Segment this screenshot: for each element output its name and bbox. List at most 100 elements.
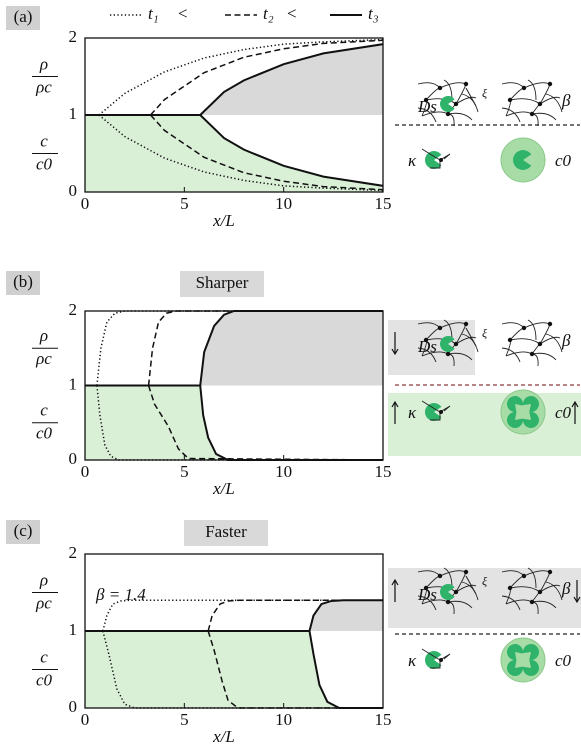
label-beta: β <box>561 579 571 598</box>
label-kappa: κ <box>408 651 417 670</box>
y-tick-label: 0 <box>69 697 78 716</box>
upper-area <box>200 44 383 115</box>
label-c0: c0 <box>555 651 572 670</box>
label-ds: Ds <box>417 337 437 356</box>
x-tick-label: 10 <box>275 194 292 213</box>
lower-area <box>85 631 383 708</box>
y-tick-label: 2 <box>69 300 78 319</box>
x-tick-label: 15 <box>375 462 392 481</box>
crosslink <box>508 586 512 590</box>
y-label-num: ρ <box>39 570 48 589</box>
crowder <box>425 651 441 669</box>
panel-label: (b) <box>13 272 33 291</box>
crosslink <box>438 326 442 330</box>
crosslink <box>530 600 534 604</box>
label-kappa: κ <box>408 403 417 422</box>
legend-label: t₂ <box>263 4 274 23</box>
crosslink <box>538 102 542 106</box>
crosslink <box>454 342 458 346</box>
label-c0: c0 <box>555 403 572 422</box>
crosslink <box>538 342 542 346</box>
legend-label: t₁ <box>148 4 159 23</box>
polymer-strand <box>506 112 532 116</box>
label-c0: c0 <box>555 151 572 170</box>
legend-separator: < <box>287 4 297 23</box>
x-tick-label: 5 <box>180 710 189 729</box>
crosslink <box>446 352 450 356</box>
y-tick-label: 2 <box>69 543 78 562</box>
polymer-strand <box>502 348 520 362</box>
y-tick-label: 2 <box>69 27 78 46</box>
polymer-strand <box>502 108 520 122</box>
crosslink <box>508 98 512 102</box>
label-beta: β <box>561 331 571 350</box>
panel-title: Sharper <box>196 273 249 292</box>
crosslink <box>464 82 468 86</box>
x-tick-label: 5 <box>180 462 189 481</box>
crosslink <box>464 570 468 574</box>
polymer-strand <box>524 83 550 88</box>
figure: 051015012x/Lρρccc0(a)t₁t₂t₃<<Dsξβκc00510… <box>0 0 581 755</box>
crosslink <box>454 102 458 106</box>
crosslink <box>454 590 458 594</box>
panel-label: (a) <box>14 7 33 26</box>
crosslink <box>548 82 552 86</box>
y-label-den: c0 <box>36 670 53 689</box>
x-tick-label: 10 <box>275 462 292 481</box>
cluster <box>501 638 545 682</box>
y-tick-label: 0 <box>69 181 78 200</box>
x-tick-label: 5 <box>180 194 189 213</box>
crosslink <box>508 338 512 342</box>
crowder <box>440 96 455 112</box>
y-label-num: ρ <box>39 326 48 345</box>
panel-title: Faster <box>205 522 247 541</box>
y-tick-label: 1 <box>69 104 78 123</box>
legend-separator: < <box>178 4 188 23</box>
crosslink <box>464 322 468 326</box>
polymer-strand <box>462 94 478 112</box>
polymer-strand <box>510 328 524 340</box>
polymer-strand <box>448 113 472 120</box>
y-tick-label: 1 <box>69 374 78 393</box>
crosslink <box>538 590 542 594</box>
crosslink <box>439 658 443 662</box>
annotation: β = 1.4 <box>95 585 146 604</box>
crosslink <box>438 574 442 578</box>
x-tick-label: 0 <box>81 462 90 481</box>
x-axis-label: x/L <box>212 727 235 746</box>
polymer-strand <box>510 99 540 104</box>
y-label-num: c <box>40 131 48 150</box>
polymer-strand <box>418 83 440 88</box>
x-tick-label: 10 <box>275 710 292 729</box>
label-beta: β <box>561 91 571 110</box>
x-tick-label: 0 <box>81 194 90 213</box>
label-kappa: κ <box>408 151 417 170</box>
y-label-den: c0 <box>36 424 53 443</box>
crosslink <box>548 322 552 326</box>
polymer-strand <box>506 340 511 356</box>
crosslink <box>446 112 450 116</box>
x-axis-label: x/L <box>212 211 235 230</box>
y-tick-label: 1 <box>69 620 78 639</box>
label-ds: Ds <box>417 585 437 604</box>
x-tick-label: 15 <box>375 194 392 213</box>
crosslink <box>530 112 534 116</box>
polymer-strand <box>502 323 524 328</box>
crosslink <box>446 600 450 604</box>
legend-label: t₃ <box>368 4 379 23</box>
highlight-box <box>388 393 581 456</box>
crosslink <box>439 410 443 414</box>
polymer-strand <box>440 83 466 88</box>
y-label-den: ρc <box>35 593 52 612</box>
crowder <box>425 151 441 169</box>
polymer-strand <box>502 83 524 88</box>
mesh-size <box>466 88 476 106</box>
upper-area <box>200 311 383 386</box>
y-label-num: c <box>40 401 48 420</box>
y-label-num: c <box>40 647 48 666</box>
y-label-den: ρc <box>35 77 52 96</box>
polymer-strand <box>528 80 536 100</box>
polymer-strand <box>510 339 540 344</box>
label-xi: ξ <box>482 326 488 340</box>
polymer-strand <box>532 113 556 120</box>
